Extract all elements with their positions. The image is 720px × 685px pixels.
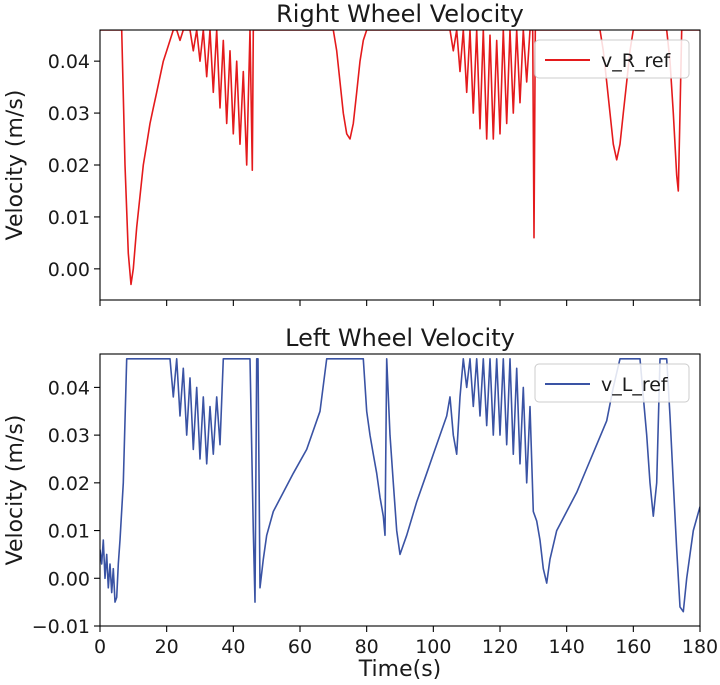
chart-title: Left Wheel Velocity bbox=[285, 324, 515, 352]
legend: v_L_ref bbox=[534, 363, 690, 403]
legend-label-v-r-ref: v_R_ref bbox=[601, 50, 672, 72]
legend-box bbox=[534, 363, 690, 403]
plot-frame bbox=[99, 353, 701, 627]
y-tick-label: 0.01 bbox=[48, 521, 90, 543]
x-tick-label: 0 bbox=[94, 636, 106, 658]
y-axis-label: Velocity (m/s) bbox=[3, 90, 28, 241]
y-axis-label: Velocity (m/s) bbox=[3, 415, 28, 566]
x-tick-label: 40 bbox=[221, 636, 245, 658]
y-tick-label: 0.03 bbox=[48, 425, 90, 447]
y-tick-label: 0.02 bbox=[48, 155, 90, 177]
y-tick-label: 0.02 bbox=[48, 473, 90, 495]
x-tick-label: 140 bbox=[549, 636, 585, 658]
y-tick-label: 0.04 bbox=[48, 51, 90, 73]
x-tick-label: 120 bbox=[482, 636, 518, 658]
series-line-v-l-ref bbox=[100, 357, 700, 613]
y-tick-label: 0.03 bbox=[48, 103, 90, 125]
y-tick-label: −0.01 bbox=[32, 616, 90, 638]
right-wheel-panel: Right Wheel Velocity 0.00 0.01 0.02 0.03 0.0… bbox=[3, 0, 701, 306]
legend-box bbox=[534, 39, 690, 79]
x-tick-label: 20 bbox=[155, 636, 179, 658]
y-tick-label: 0.00 bbox=[48, 568, 90, 590]
x-tick-label: 60 bbox=[288, 636, 312, 658]
y-tick-label: 0.01 bbox=[48, 207, 90, 229]
y-tick-label: 0.04 bbox=[48, 377, 90, 399]
left-wheel-panel: Left Wheel Velocity −0.01 0.00 0.01 0.02 0.0… bbox=[3, 324, 718, 682]
x-tick-label: 160 bbox=[615, 636, 651, 658]
x-tick-label: 100 bbox=[415, 636, 451, 658]
x-tick-label: 180 bbox=[682, 636, 718, 658]
x-axis-label: Time(s) bbox=[358, 657, 441, 682]
y-tick-label: 0.00 bbox=[48, 259, 90, 281]
x-tick-label: 80 bbox=[355, 636, 379, 658]
legend-label-v-l-ref: v_L_ref bbox=[601, 374, 669, 396]
legend: v_R_ref bbox=[534, 39, 690, 79]
chart-title: Right Wheel Velocity bbox=[276, 0, 524, 28]
